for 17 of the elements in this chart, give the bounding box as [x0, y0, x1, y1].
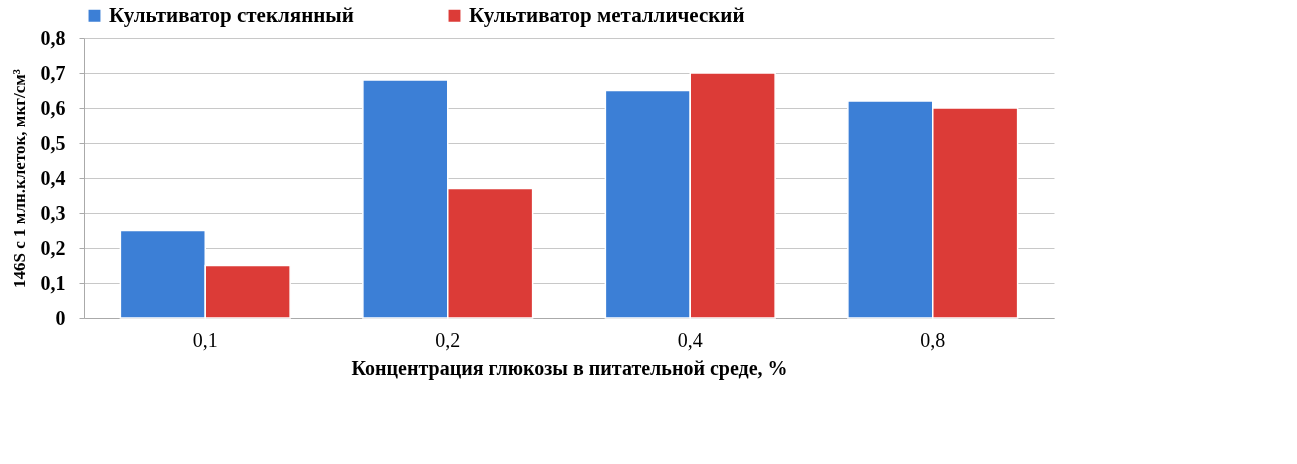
x-tick-label: 0,1: [192, 328, 218, 351]
x-tick-label: 0,2: [435, 328, 461, 351]
y-axis-title: 146S с 1 млн.клеток, мкг/см³: [9, 69, 29, 288]
y-tick-label: 0,7: [40, 61, 66, 84]
y-tick-label: 0,5: [40, 131, 66, 154]
y-tick-label: 0,6: [40, 96, 66, 119]
x-tick-label: 0,4: [677, 328, 703, 351]
x-axis-title: Концентрация глюкозы в питательной среде, %: [351, 356, 788, 380]
x-tick-label: 0,8: [920, 328, 946, 351]
legend-label: Культиватор металлический: [469, 2, 745, 27]
y-tick-label: 0,8: [40, 26, 66, 49]
y-tick-label: 0,1: [40, 271, 66, 294]
y-tick-label: 0: [55, 306, 66, 329]
y-tick-label: 0,4: [40, 166, 66, 189]
legend-label: Культиватор стеклянный: [109, 2, 354, 27]
y-tick-label: 0,3: [40, 201, 66, 224]
y-tick-label: 0,2: [40, 236, 66, 259]
